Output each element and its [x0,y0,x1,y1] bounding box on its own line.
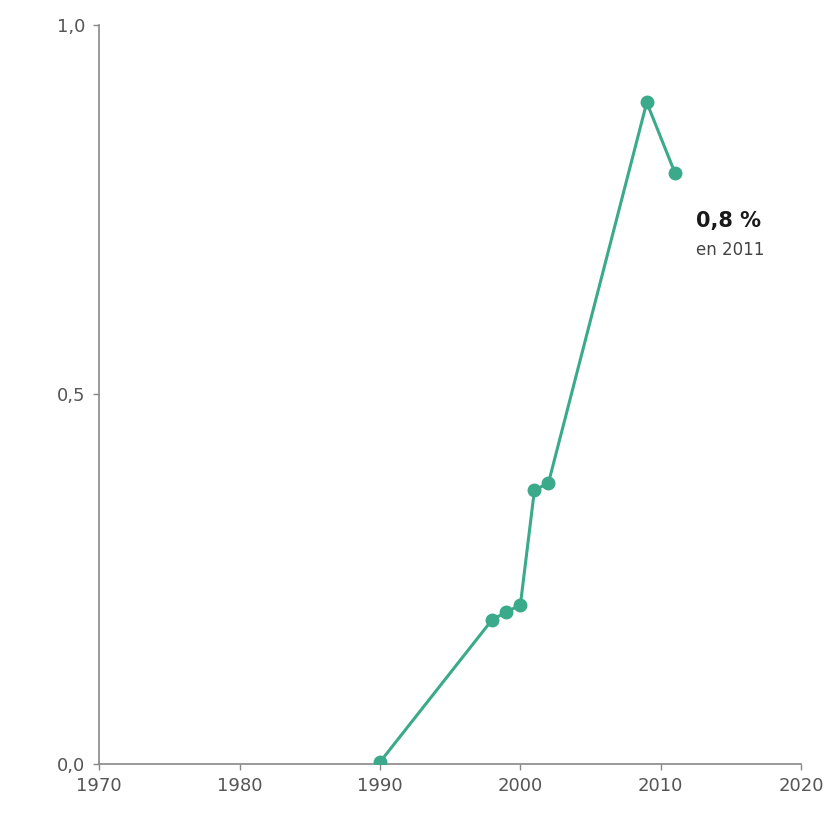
Text: en 2011: en 2011 [695,242,764,259]
Text: 0,8 %: 0,8 % [695,211,761,231]
